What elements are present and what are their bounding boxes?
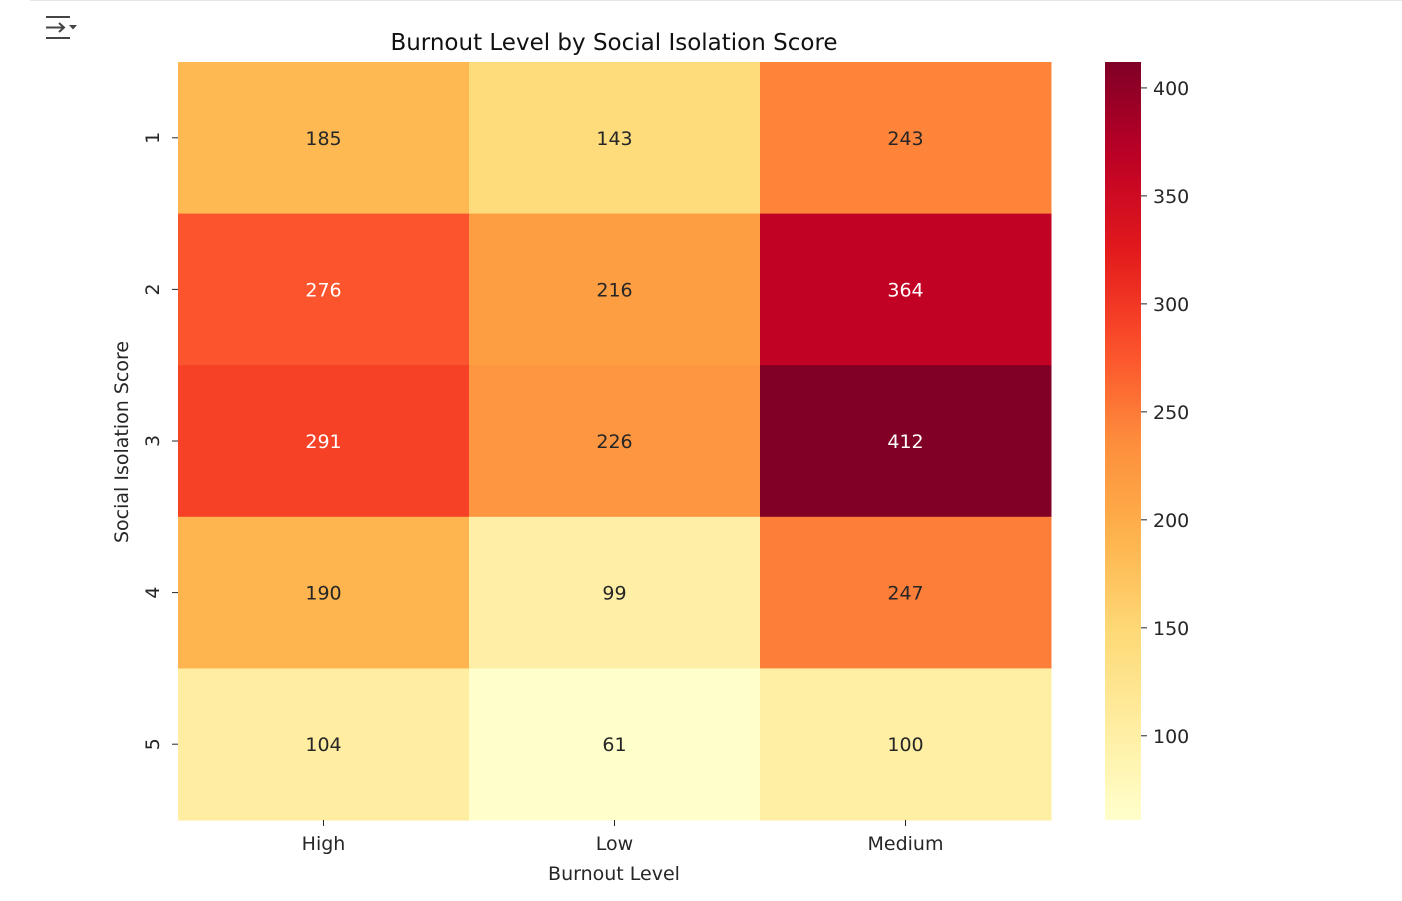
x-axis-ticks: High Low Medium	[302, 820, 944, 855]
cell-value-label: 99	[602, 583, 626, 605]
cell-value-label: 185	[305, 128, 341, 150]
heatmap-cell	[760, 365, 1052, 518]
cell-value-label: 143	[596, 128, 632, 150]
colorbar-tick-label: 100	[1153, 726, 1189, 748]
heatmap-cell	[760, 516, 1052, 669]
cell-value-label: 104	[305, 734, 341, 756]
colorbar-tick-label: 150	[1153, 618, 1189, 640]
heatmap-cell	[760, 213, 1052, 366]
cell-value-label: 61	[602, 734, 626, 756]
colorbar: 100 150 200 250 300 350 400	[1105, 62, 1189, 820]
heatmap-cell	[469, 213, 761, 366]
top-divider	[30, 0, 1402, 1]
cell-value-label: 412	[887, 431, 923, 453]
heatmap-cell	[178, 516, 470, 669]
colorbar-tick-label: 250	[1153, 402, 1189, 424]
y-tick-label: 5	[142, 738, 164, 750]
colorbar-tick-label: 350	[1153, 186, 1189, 208]
heatmap-cells: 185 143 243 276 216 364 291 226 412 190 99 247 104 61…	[178, 62, 1052, 821]
heatmap-cell	[469, 668, 761, 821]
cell-value-label: 364	[887, 279, 923, 301]
cell-value-label: 100	[887, 734, 923, 756]
heatmap-cell	[178, 365, 470, 518]
cell-value-label: 247	[887, 583, 923, 605]
colorbar-tick-label: 300	[1153, 294, 1189, 316]
heatmap-cell	[178, 668, 470, 821]
heatmap-cell	[760, 668, 1052, 821]
heatmap-cell	[469, 365, 761, 518]
heatmap-cell	[178, 213, 470, 366]
x-tick-label: Low	[596, 833, 633, 855]
heatmap-cell	[178, 62, 470, 215]
colorbar-tick-label: 400	[1153, 78, 1189, 100]
cell-value-label: 190	[305, 583, 341, 605]
colorbar-tick-label: 200	[1153, 510, 1189, 532]
colorbar-gradient	[1105, 62, 1141, 820]
cell-value-label: 216	[596, 279, 632, 301]
cell-value-label: 243	[887, 128, 923, 150]
x-tick-label: High	[302, 833, 346, 855]
y-tick-label: 4	[142, 587, 164, 599]
y-tick-label: 2	[142, 283, 164, 295]
output-toggle-icon[interactable]	[44, 14, 78, 42]
y-axis-label: Social Isolation Score	[111, 341, 133, 543]
y-axis-ticks: 1 2 3 4 5	[142, 132, 178, 750]
cell-value-label: 291	[305, 431, 341, 453]
cell-value-label: 276	[305, 279, 341, 301]
y-tick-label: 3	[142, 435, 164, 447]
x-axis-label: Burnout Level	[548, 863, 680, 885]
chart-title: Burnout Level by Social Isolation Score	[390, 30, 837, 56]
heatmap-cell	[469, 62, 761, 215]
heatmap-cell	[469, 516, 761, 669]
y-tick-label: 1	[142, 132, 164, 144]
heatmap-cell	[760, 62, 1052, 215]
x-tick-label: Medium	[868, 833, 944, 855]
cell-value-label: 226	[596, 431, 632, 453]
